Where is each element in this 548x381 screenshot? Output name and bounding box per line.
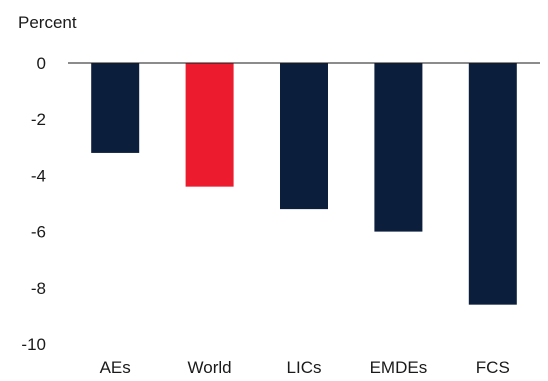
- y-tick-label: -6: [31, 223, 46, 242]
- bar-fcs: [468, 63, 517, 305]
- y-tick-label: -10: [21, 335, 46, 354]
- y-tick-label: -4: [31, 166, 46, 185]
- bars-group: [91, 63, 517, 305]
- x-axis-ticks: AEs World LICs EMDEs FCS: [100, 358, 510, 377]
- bar-aes: [91, 63, 140, 153]
- x-tick-label: AEs: [100, 358, 131, 377]
- y-tick-label: 0: [37, 54, 46, 73]
- y-axis-label: Percent: [18, 13, 77, 32]
- bar-world: [185, 63, 234, 187]
- bar-emdes: [374, 63, 423, 232]
- bar-lics: [280, 63, 328, 210]
- y-tick-label: -8: [31, 279, 46, 298]
- x-tick-label: EMDEs: [370, 358, 428, 377]
- y-tick-label: -2: [31, 110, 46, 129]
- x-tick-label: LICs: [287, 358, 322, 377]
- x-tick-label: FCS: [476, 358, 510, 377]
- y-axis-ticks: 0 -2 -4 -6 -8 -10: [21, 54, 46, 354]
- x-tick-label: World: [188, 358, 232, 377]
